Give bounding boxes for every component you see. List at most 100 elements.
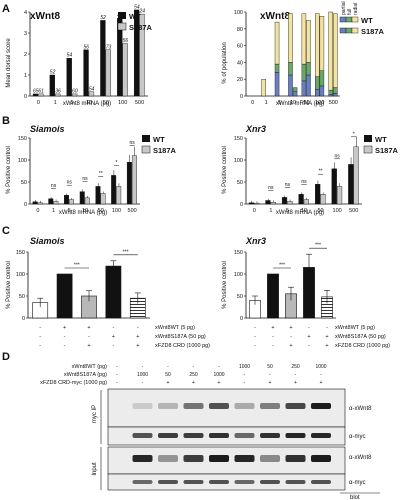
- blot-band-input-myc: [260, 480, 280, 484]
- a2-plot-bar-s187a-radial: [333, 13, 338, 88]
- b2-plot-bar-wt: [248, 202, 254, 205]
- a2-plot-bar-wt-full: [274, 63, 280, 73]
- b2-plot-xtick-label: 500: [349, 208, 358, 214]
- a1-plot-bar-s187a: [38, 93, 44, 97]
- panel-label-c: C: [2, 225, 10, 237]
- b1-plot-xtick-label: 10: [82, 208, 88, 214]
- legend-wt-full-swatch: [345, 16, 353, 23]
- b1-plot-bar-s187a: [69, 199, 75, 205]
- c2-plot-ytick-label: 50: [237, 294, 243, 300]
- b2-plot-ytick-label: 150: [234, 136, 243, 142]
- chart-b2-legend: WT S187A: [363, 135, 399, 155]
- a1-plot-bar-label: 24: [138, 9, 145, 15]
- a1-plot-bar-label: 60: [72, 88, 78, 94]
- b2-plot-xtick-label: 0: [253, 208, 256, 214]
- b1-plot-bar-s187a: [84, 197, 90, 205]
- a2-plot-bar-s187a-radial: [306, 20, 311, 63]
- b1-plot-bar-wt: [32, 201, 38, 205]
- b2-plot-ytick-label: 100: [234, 158, 243, 164]
- chart-a2-xlabel: xWnt8 mRNA (pg): [276, 101, 324, 107]
- treatment-sign-right: +: [325, 334, 328, 340]
- blot-lane-value: +: [192, 380, 195, 386]
- a1-plot-xtick-label: 100: [118, 100, 127, 106]
- legend-s187a-swatch: [363, 145, 373, 154]
- legend-s187a-swatch: [141, 145, 151, 154]
- chart-c1-title: Siamois: [30, 236, 65, 246]
- b1-plot-bar-s187a: [100, 193, 106, 205]
- b2-plot-xtick-label: 10: [301, 208, 307, 214]
- c1-plot-bar: [56, 273, 73, 319]
- a2-plot-bar-s187a-partial: [306, 74, 311, 97]
- blot-band-ip-xwnt8: [132, 403, 153, 409]
- a1-plot-ytick-label: 4: [24, 10, 27, 16]
- b1-plot-bar-s187a: [116, 186, 122, 205]
- a1-plot-ytick-label: 2: [24, 52, 27, 58]
- treatment-sign-right: -: [290, 334, 292, 340]
- a2-plot-ytick-label: 0: [240, 94, 243, 100]
- panel-label-a: A: [2, 3, 10, 15]
- blot-row-label-crd: xFZD8 CRD-myc (1000 pg): [40, 380, 107, 386]
- treatment-sign: -: [112, 343, 114, 349]
- a1-plot-bar-label: 52: [50, 70, 56, 76]
- a2-plot-xtick-label: 500: [329, 100, 338, 106]
- a2-plot-xtick-label: 10: [290, 100, 296, 106]
- b2-plot-xtick-label: 100: [333, 208, 342, 214]
- blot-band-ip-xwnt8: [234, 403, 255, 409]
- treatment-sign-right: -: [272, 343, 274, 349]
- a1-plot-bar-label: 54: [67, 53, 73, 59]
- blot-antibody-4: α-myc: [349, 480, 365, 486]
- a2-plot-bar-s187a-radial: [319, 16, 325, 71]
- chart-c2-title: Xnr3: [245, 236, 266, 246]
- a1-plot-xtick-label: 10: [86, 100, 92, 106]
- a1-plot-bar-label: 36: [55, 88, 61, 94]
- chart-b1-legend: WT S187A: [141, 135, 177, 155]
- a1-plot-bar-wt: [83, 49, 89, 97]
- b2-plot-bar-wt: [331, 168, 337, 205]
- treatment-sign: -: [112, 325, 114, 331]
- a2-plot-bar-wt-partial: [315, 89, 320, 97]
- b1-plot-bar-s187a: [53, 201, 59, 205]
- c1-plot-ytick-label: 0: [22, 316, 25, 322]
- b1-plot-sig-label: ns: [67, 180, 73, 186]
- b1-plot-sig-label: *: [115, 160, 117, 166]
- b1-plot-bar-wt: [48, 198, 54, 205]
- c2-plot-bar: [267, 273, 279, 319]
- a2-plot-bar-wt-radial: [261, 78, 266, 97]
- a2-plot-bar-wt-radial: [274, 21, 280, 65]
- blot-lane-value: 250: [189, 372, 198, 378]
- b2-plot-sig-label: ns: [268, 185, 274, 191]
- chart-b2-ylabel: % Positive control: [222, 146, 228, 194]
- b2-plot-ytick-label: 50: [237, 180, 243, 186]
- blot-lane-value: +: [167, 380, 170, 386]
- blot-lane-value: -: [193, 364, 195, 370]
- b1-plot-xtick-label: 100: [112, 208, 121, 214]
- a1-plot-xtick-label: 0: [37, 100, 40, 106]
- blot-lane-value: +: [269, 380, 272, 386]
- blot-band-ip-myc: [260, 433, 280, 438]
- blot-band-ip-myc: [183, 433, 204, 438]
- a1-plot-bar-label: 61: [38, 88, 44, 94]
- blot-lane-value: 50: [267, 364, 273, 370]
- chart-a2-legend: WT S187A partial full radial: [339, 1, 385, 36]
- chart-b1-xlabel: xWnt8 mRNA (pg): [59, 210, 107, 216]
- legend-partial-label: partial: [341, 1, 347, 15]
- blot-lane-value: 1000: [315, 364, 326, 370]
- chart-a2-population: xWnt8 % of population xWnt8 mRNA (pg) 0 2…: [222, 1, 385, 107]
- a2-plot-bar-wt-full: [328, 89, 333, 95]
- treatment-row-label-2: xWnt8S187A (50 pg): [155, 334, 206, 340]
- a2-plot-bar-s187a-partial: [292, 91, 298, 97]
- a1-plot-bar-s187a: [71, 93, 78, 97]
- b2-plot-sig-label: ns: [335, 153, 341, 159]
- a2-plot-ytick-label: 20: [237, 77, 243, 83]
- c1-plot-sig-label: ***: [123, 249, 129, 255]
- treatment-sign: -: [64, 343, 66, 349]
- blot-row-label-wt: xWnt8WT (pg): [72, 364, 108, 370]
- b2-plot-bar-wt: [315, 183, 321, 205]
- a1-plot-bar-wt: [32, 93, 39, 97]
- blot-band-ip-xwnt8: [158, 403, 178, 409]
- treatment-row-label-3: xFZD8 CRD (1000 pg): [155, 343, 210, 349]
- blot-lane-value: +: [320, 380, 323, 386]
- c1-plot-ytick-label: 100: [16, 272, 25, 278]
- b2-plot-sig-label: ns: [285, 182, 291, 188]
